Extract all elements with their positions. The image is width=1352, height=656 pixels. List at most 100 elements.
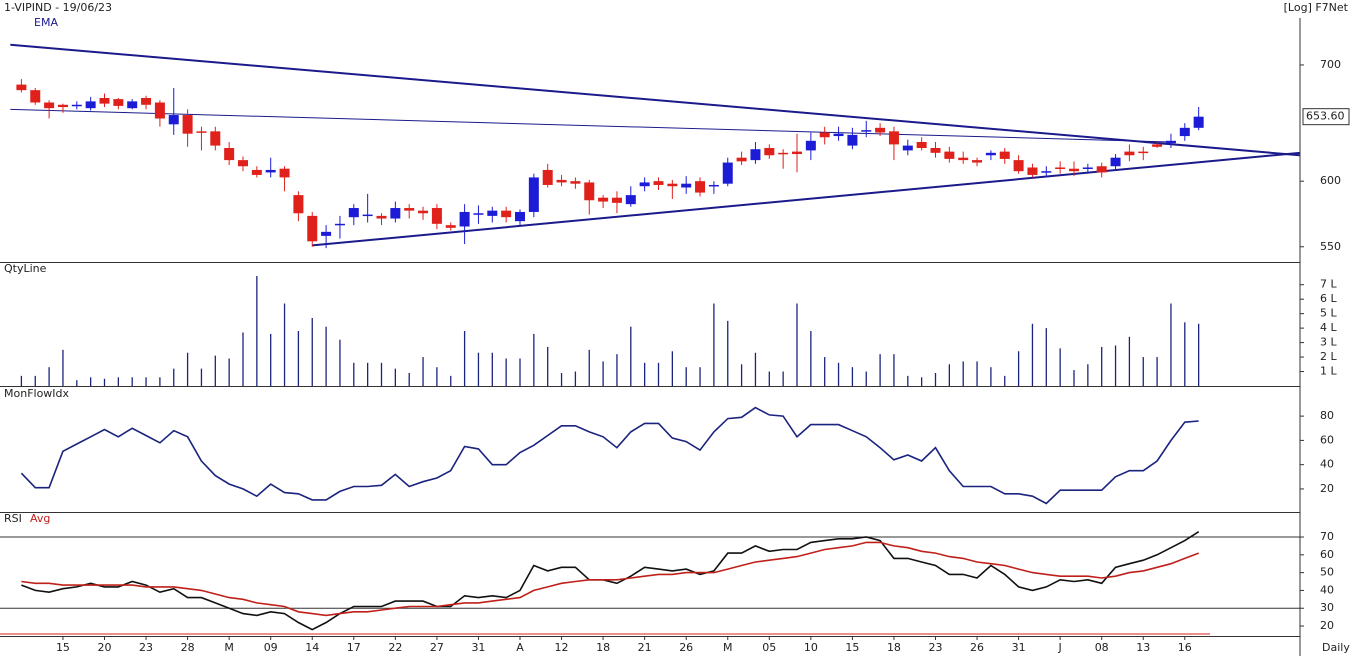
candle-body xyxy=(972,160,983,163)
candle-body xyxy=(99,97,110,104)
candle-body xyxy=(805,140,816,151)
candle-body xyxy=(1055,167,1066,169)
candle-body xyxy=(113,99,124,106)
x-tick-label: M xyxy=(224,641,234,654)
x-tick-label: 15 xyxy=(845,641,859,654)
candle-body xyxy=(1069,168,1079,172)
x-tick-label: 15 xyxy=(56,641,70,654)
y-tick-label: 30 xyxy=(1320,601,1334,614)
x-tick-label: 26 xyxy=(970,641,984,654)
candle-body xyxy=(556,179,567,183)
x-axis-label: Daily xyxy=(1322,641,1350,654)
candle-body xyxy=(1152,144,1163,147)
y-tick-label: 700 xyxy=(1320,58,1341,71)
y-tick-label: 20 xyxy=(1320,482,1334,495)
candle-body xyxy=(348,208,359,218)
candle-body xyxy=(1082,167,1093,169)
x-tick-label: 10 xyxy=(804,641,818,654)
x-tick-label: 05 xyxy=(762,641,776,654)
candle-body xyxy=(1138,151,1149,154)
y-tick-label: 50 xyxy=(1320,566,1334,579)
x-tick-label: 23 xyxy=(929,641,943,654)
candle-body xyxy=(833,133,844,137)
candle-body xyxy=(44,102,55,109)
candle-body xyxy=(431,208,442,224)
candle-body xyxy=(1179,127,1190,137)
panel-title: RSI xyxy=(4,512,22,525)
candle-body xyxy=(1193,116,1204,128)
x-tick-label: J xyxy=(1058,641,1062,654)
x-tick-label: M xyxy=(723,641,733,654)
y-tick-label: 40 xyxy=(1320,458,1334,471)
candle-body xyxy=(404,208,415,211)
candle-body xyxy=(487,210,498,216)
candle-body xyxy=(251,169,262,175)
x-tick-label: 31 xyxy=(1012,641,1026,654)
candle-body xyxy=(695,181,706,193)
candle-body xyxy=(639,182,650,187)
candle-body xyxy=(459,211,470,227)
candle-body xyxy=(611,197,622,203)
candle-body xyxy=(445,225,456,228)
candle-body xyxy=(127,101,138,109)
x-tick-label: 26 xyxy=(679,641,693,654)
candle-body xyxy=(778,152,789,155)
candle-body xyxy=(307,215,318,242)
candle-body xyxy=(1096,166,1107,173)
trendline xyxy=(10,43,1300,157)
candle-body xyxy=(999,151,1010,159)
candle-body xyxy=(71,104,82,107)
y-tick-label: 550 xyxy=(1320,240,1341,253)
y-tick-label: 7 L xyxy=(1320,278,1337,291)
chart-title: 1-VIPIND - 19/06/23 xyxy=(4,1,112,14)
legend-entry: Avg xyxy=(30,512,50,525)
candle-body xyxy=(57,104,68,108)
indicator-line xyxy=(21,541,1199,617)
price-label-box xyxy=(1302,108,1350,126)
candle-body xyxy=(625,195,636,205)
x-tick-label: 13 xyxy=(1136,641,1150,654)
candle-body xyxy=(293,195,304,214)
y-tick-label: 6 L xyxy=(1320,292,1337,305)
trendline xyxy=(312,151,1300,247)
candle-body xyxy=(570,181,581,184)
candle-body xyxy=(182,115,193,134)
candle-body xyxy=(501,210,512,218)
y-tick-label: 3 L xyxy=(1320,336,1337,349)
candle-body xyxy=(598,197,609,202)
x-tick-label: 23 xyxy=(139,641,153,654)
candle-body xyxy=(16,84,27,91)
candle-body xyxy=(362,214,373,217)
x-tick-label: 14 xyxy=(305,641,319,654)
candle-body xyxy=(85,101,96,109)
scale-label: [Log] F7Net xyxy=(1284,1,1349,14)
candle-body xyxy=(750,149,761,161)
candle-body xyxy=(1027,167,1038,175)
candle-body xyxy=(847,134,858,146)
candle-body xyxy=(224,147,235,161)
candle-body xyxy=(528,177,539,212)
candle-body xyxy=(141,97,152,105)
y-tick-label: 2 L xyxy=(1320,350,1337,363)
y-tick-label: 40 xyxy=(1320,583,1334,596)
panel-title: QtyLine xyxy=(4,262,47,275)
y-tick-label: 4 L xyxy=(1320,321,1337,334)
candle-body xyxy=(1013,160,1024,172)
candle-body xyxy=(653,181,664,185)
candle-body xyxy=(902,145,913,151)
x-tick-label: 16 xyxy=(1178,641,1192,654)
x-tick-label: A xyxy=(516,641,524,654)
candle-body xyxy=(168,115,179,125)
x-tick-label: 18 xyxy=(887,641,901,654)
x-tick-label: 08 xyxy=(1095,641,1109,654)
indicator-label: EMA xyxy=(34,16,58,29)
candle-body xyxy=(376,215,387,219)
price-label: 653.60 xyxy=(1306,110,1345,123)
x-tick-label: 17 xyxy=(347,641,361,654)
candle-body xyxy=(736,157,747,162)
candle-body xyxy=(764,147,775,156)
candle-body xyxy=(875,127,886,133)
candle-body xyxy=(584,182,595,201)
